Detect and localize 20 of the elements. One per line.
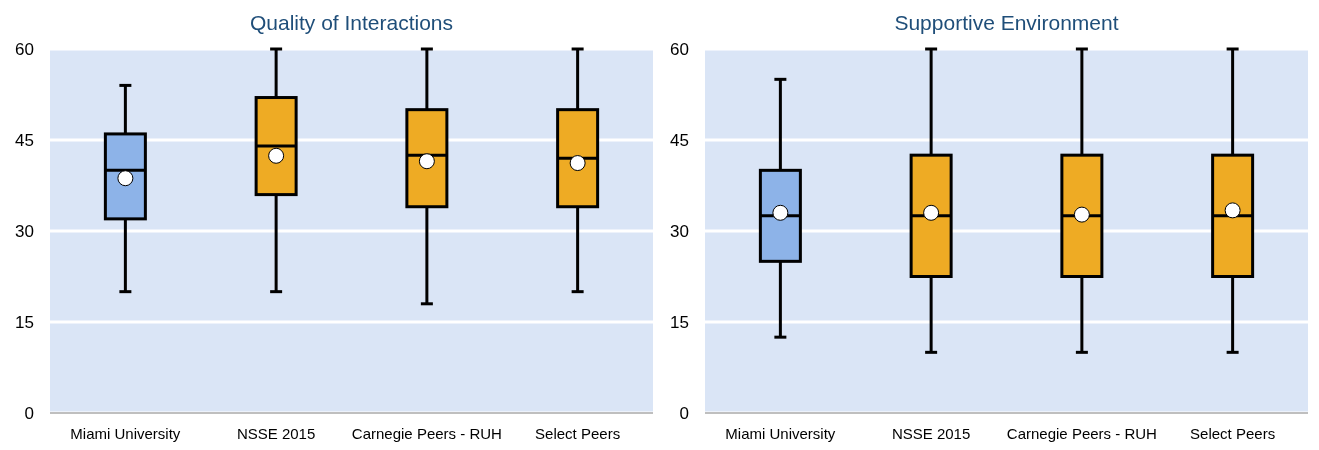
x-tick-label: NSSE 2015: [891, 425, 971, 442]
y-tick-label: 0: [24, 403, 34, 423]
x-tick-label: Miami University: [70, 425, 181, 442]
y-tick-label: 15: [15, 312, 34, 332]
y-tick-label: 60: [15, 39, 34, 59]
y-tick-label: 0: [679, 403, 689, 423]
y-tick-label: 30: [15, 221, 34, 241]
y-tick-label: 45: [15, 130, 34, 150]
y-tick-label: 60: [670, 39, 689, 59]
chart-title: Supportive Environment: [894, 11, 1119, 34]
x-tick-label: NSSE 2015: [236, 425, 316, 442]
y-tick-label: 30: [670, 221, 689, 241]
x-tick-label: Carnegie Peers - RUH: [351, 425, 502, 442]
x-tick-label: Miami University: [725, 425, 836, 442]
x-tick-label: Select Peers: [1190, 425, 1276, 442]
x-tick-label: Carnegie Peers - RUH: [1006, 425, 1157, 442]
chart-title: Quality of Interactions: [249, 11, 454, 34]
x-tick-label: Select Peers: [535, 425, 621, 442]
y-tick-label: 45: [670, 130, 689, 150]
y-tick-label: 15: [670, 312, 689, 332]
